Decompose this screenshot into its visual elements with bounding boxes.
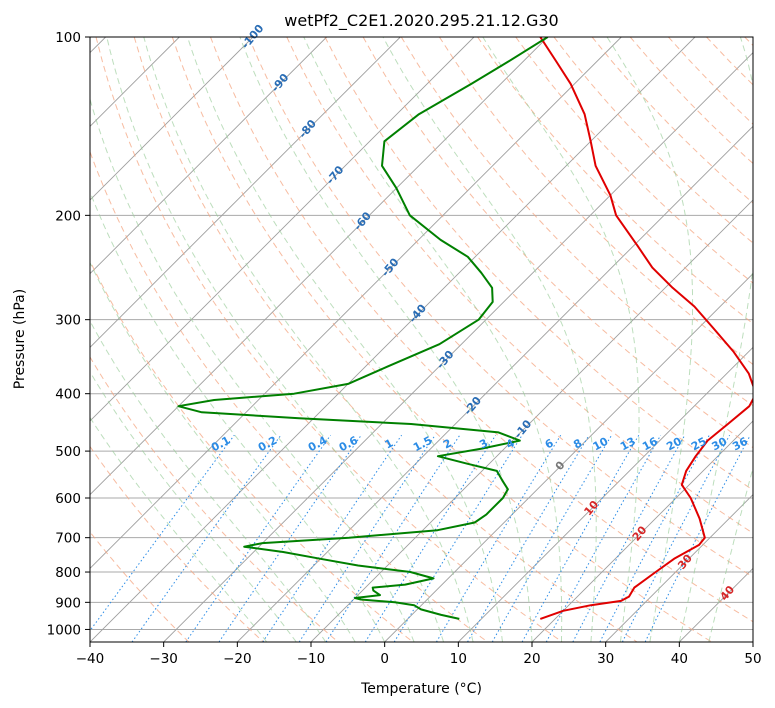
- mixing-ratio-line: [521, 434, 640, 642]
- y-tick-label: 700: [55, 531, 81, 547]
- mixing-ratio-line: [185, 434, 332, 642]
- isotherm-line: [237, 125, 753, 642]
- moist-adiabat-line: [90, 97, 415, 642]
- x-tick-label: 50: [744, 651, 761, 667]
- isotherm-line: [458, 346, 753, 642]
- y-tick-label: 1000: [47, 622, 81, 638]
- mixing-ratio-line: [491, 434, 613, 642]
- isotherm-line: [163, 52, 753, 642]
- mixing-ratio-label: 30: [710, 435, 730, 454]
- isotherm-line: [90, 37, 696, 642]
- dry-adiabat-line: [90, 445, 264, 642]
- isotherm-line: [90, 37, 475, 422]
- plot-area: [90, 37, 753, 642]
- dry-adiabat-line: [248, 37, 753, 578]
- moist-adiabat-line: [106, 37, 445, 642]
- dry-adiabat-line: [210, 37, 753, 623]
- moist-adiabat-line: [382, 37, 597, 642]
- y-axis-label: Pressure (hPa): [12, 289, 28, 389]
- dry-adiabat-line: [95, 37, 563, 642]
- x-tick-label: 10: [450, 651, 467, 667]
- mixing-ratio-label: 16: [640, 435, 660, 454]
- mixing-ratio-line: [644, 434, 751, 642]
- mixing-ratio-label: 13: [618, 435, 638, 454]
- mixing-ratio-line: [364, 434, 497, 642]
- mixing-ratio-label: 20: [664, 435, 684, 454]
- moist-adiabat-line: [90, 370, 297, 642]
- moist-adiabat-line: [708, 465, 753, 642]
- x-tick-label: −30: [149, 651, 178, 667]
- x-tick-label: −20: [223, 651, 252, 667]
- isotherm-line: [90, 37, 622, 569]
- moist-adiabat-line: [482, 37, 640, 642]
- moist-adiabat-line: [239, 37, 533, 642]
- isotherm-line: [90, 37, 327, 275]
- dry-adiabat-line: [90, 150, 488, 642]
- y-tick-label: 900: [55, 595, 81, 611]
- dry-adiabat-line: [286, 37, 753, 534]
- x-tick-label: 20: [523, 651, 540, 667]
- y-tick-label: 600: [55, 491, 81, 507]
- dry-adiabat-line: [324, 37, 753, 491]
- mixing-ratio-line: [393, 434, 523, 642]
- x-tick-label: −40: [76, 651, 105, 667]
- isotherm-line: [90, 37, 548, 496]
- x-tick-label: 0: [380, 651, 389, 667]
- mixing-ratio-label: 10: [591, 435, 611, 454]
- mixing-ratio-label: 25: [689, 435, 709, 454]
- chart-title: wetPf2_C2E1.2020.295.21.12.G30: [284, 11, 558, 31]
- y-tick-label: 400: [55, 387, 81, 403]
- mixing-ratio-line: [218, 434, 362, 642]
- dry-adiabat-line: [477, 37, 753, 325]
- mixing-ratio-line: [572, 434, 686, 642]
- x-tick-label: 40: [671, 651, 688, 667]
- x-tick-label: 30: [597, 651, 614, 667]
- temperature-profile: [539, 37, 753, 620]
- moist-adiabat-line: [90, 190, 386, 642]
- dry-adiabat-line: [90, 356, 339, 642]
- moist-adiabat-line: [303, 37, 563, 642]
- y-tick-label: 300: [55, 313, 81, 329]
- isotherm-line: [605, 494, 753, 642]
- dry-adiabat-line: [438, 37, 753, 366]
- x-axis-ticks: −40 −30 −20 −10 0 10 20 30 40 50: [76, 642, 762, 667]
- x-tick-label: −10: [297, 651, 326, 667]
- mixing-ratio-line: [467, 434, 590, 642]
- moist-adiabat-line: [678, 37, 753, 642]
- moist-adiabat-line: [143, 37, 474, 642]
- dewpoint-profile: [177, 37, 549, 620]
- x-axis-label: Temperature (°C): [360, 681, 482, 697]
- mixing-ratio-line: [325, 434, 461, 642]
- y-tick-label: 100: [55, 30, 81, 46]
- mixing-ratio-line: [621, 434, 731, 642]
- moist-adiabat-line: [90, 416, 268, 642]
- y-axis-ticks: 100 200 300 400 500 600 700 800 900 1000: [47, 30, 90, 638]
- y-tick-label: 800: [55, 565, 81, 581]
- isotherm-line: [531, 420, 753, 642]
- mixing-ratio-line: [545, 434, 662, 642]
- dry-adiabat-line: [171, 37, 712, 642]
- mixing-ratio-label: 36: [730, 435, 750, 454]
- isotherm-line: [90, 37, 254, 201]
- moist-adiabat-line: [606, 37, 694, 642]
- y-tick-label: 500: [55, 444, 81, 460]
- profile-lines: [177, 37, 753, 620]
- dry-adiabat-line: [133, 37, 638, 642]
- moist-adiabat-line: [187, 37, 503, 642]
- y-tick-label: 200: [55, 208, 81, 224]
- moist-adiabat-line: [90, 320, 327, 642]
- mixing-ratio-line: [90, 434, 235, 632]
- background-lines: [90, 37, 753, 642]
- isotherm-line: [384, 273, 753, 642]
- plot-frame: [89, 36, 754, 643]
- moist-adiabat-line: [90, 261, 356, 642]
- isotherm-line: [90, 37, 401, 348]
